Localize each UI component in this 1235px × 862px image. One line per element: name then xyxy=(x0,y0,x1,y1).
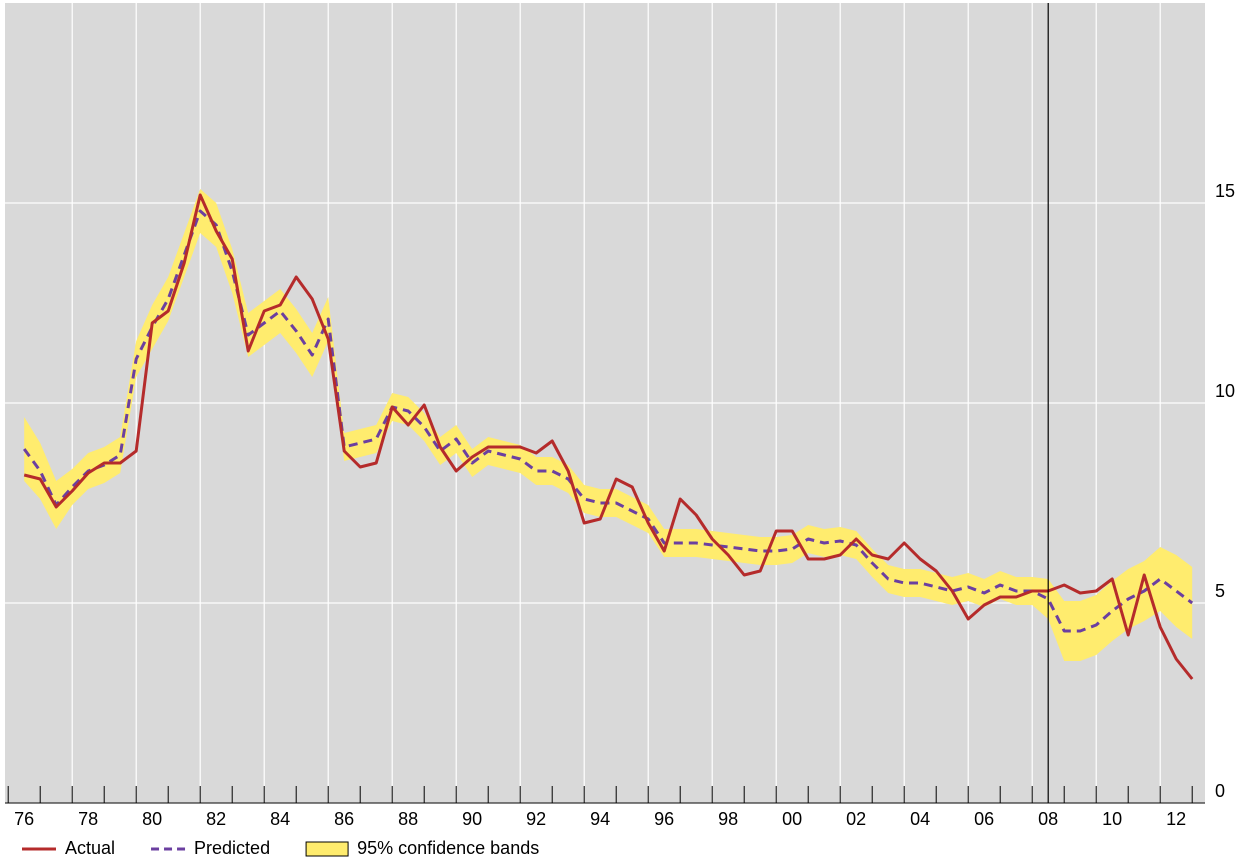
x-tick-label: 92 xyxy=(526,809,546,829)
x-tick-label: 12 xyxy=(1166,809,1186,829)
confidence-band xyxy=(24,189,1193,661)
x-tick-label: 96 xyxy=(654,809,674,829)
legend-label: Predicted xyxy=(194,838,270,858)
x-tick-label: 88 xyxy=(398,809,418,829)
y-tick-label: 10 xyxy=(1215,381,1235,401)
x-tick-label: 84 xyxy=(270,809,290,829)
x-tick-label: 76 xyxy=(14,809,34,829)
x-tick-label: 86 xyxy=(334,809,354,829)
series-line xyxy=(23,193,1194,680)
x-tick-label: 08 xyxy=(1038,809,1058,829)
x-tick-label: 98 xyxy=(718,809,738,829)
x-tick-label: 04 xyxy=(910,809,930,829)
x-tick-label: 80 xyxy=(142,809,162,829)
x-tick-label: 02 xyxy=(846,809,866,829)
x-tick-label: 06 xyxy=(974,809,994,829)
legend-swatch xyxy=(305,841,349,857)
x-tick-label: 82 xyxy=(206,809,226,829)
x-tick-label: 78 xyxy=(78,809,98,829)
x-tick-label: 10 xyxy=(1102,809,1122,829)
x-tick-label: 94 xyxy=(590,809,610,829)
y-tick-label: 0 xyxy=(1215,781,1225,801)
legend-label: Actual xyxy=(65,838,115,858)
y-tick-label: 15 xyxy=(1215,181,1235,201)
x-tick-label: 00 xyxy=(782,809,802,829)
legend-label: 95% confidence bands xyxy=(357,838,539,858)
y-tick-label: 5 xyxy=(1215,581,1225,601)
x-tick-label: 90 xyxy=(462,809,482,829)
